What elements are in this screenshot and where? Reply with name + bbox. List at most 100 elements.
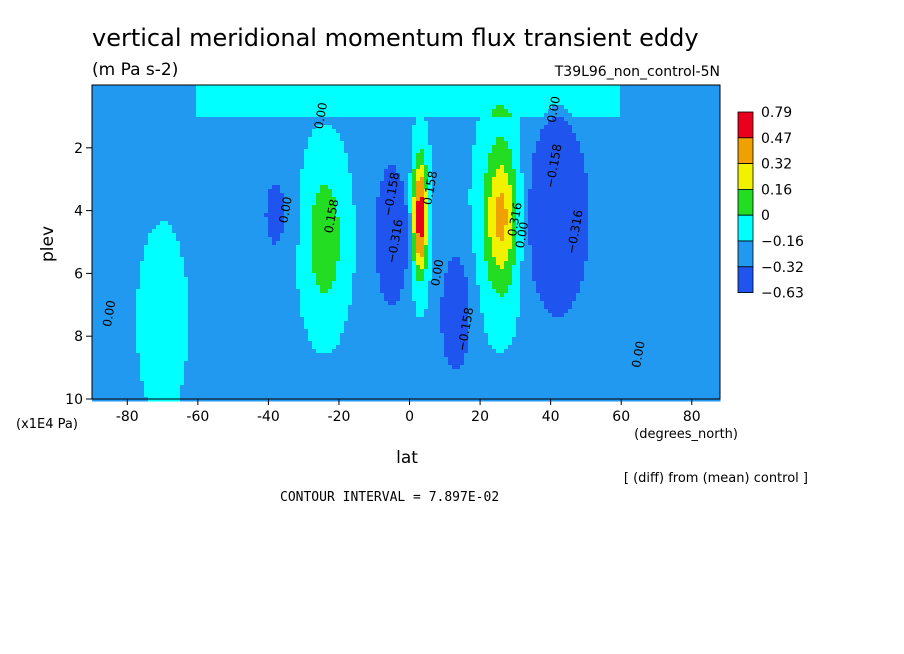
field-cell: [692, 157, 697, 162]
field-cell: [412, 125, 417, 130]
field-cell: [604, 193, 609, 198]
field-cell: [128, 161, 133, 166]
field-cell: [428, 157, 433, 162]
field-cell: [588, 117, 593, 122]
field-cell: [120, 133, 125, 138]
field-cell: [596, 197, 601, 202]
field-cell: [540, 129, 545, 134]
field-cell: [516, 149, 521, 154]
field-cell: [560, 121, 565, 126]
field-cell: [712, 153, 717, 158]
field-cell: [424, 205, 429, 210]
field-cell: [652, 153, 657, 158]
field-cell: [520, 85, 525, 90]
field-cell: [120, 89, 125, 94]
field-cell: [448, 133, 453, 138]
field-cell: [580, 177, 585, 182]
field-cell: [144, 121, 149, 126]
field-cell: [556, 133, 561, 138]
field-cell: [552, 153, 557, 158]
field-cell: [608, 153, 613, 158]
field-cell: [524, 153, 529, 158]
field-cell: [284, 157, 289, 162]
field-cell: [392, 209, 397, 214]
field-cell: [452, 117, 457, 122]
field-cell: [100, 85, 105, 90]
field-cell: [548, 173, 553, 178]
field-cell: [380, 93, 385, 98]
field-cell: [556, 153, 561, 158]
field-cell: [108, 173, 113, 178]
field-cell: [700, 89, 705, 94]
field-cell: [252, 177, 257, 182]
field-cell: [316, 165, 321, 170]
field-cell: [448, 177, 453, 182]
field-cell: [140, 177, 145, 182]
field-cell: [100, 189, 105, 194]
field-cell: [660, 177, 665, 182]
field-cell: [252, 201, 257, 206]
field-cell: [196, 145, 201, 150]
field-cell: [672, 161, 677, 166]
field-cell: [712, 121, 717, 126]
field-cell: [332, 109, 337, 114]
field-cell: [364, 149, 369, 154]
field-cell: [624, 109, 629, 114]
field-cell: [652, 137, 657, 142]
field-cell: [696, 169, 701, 174]
field-cell: [472, 101, 477, 106]
field-cell: [260, 201, 265, 206]
field-cell: [388, 193, 393, 198]
field-cell: [112, 85, 117, 90]
field-cell: [568, 129, 573, 134]
field-cell: [668, 157, 673, 162]
field-cell: [332, 173, 337, 178]
field-cell: [148, 125, 153, 130]
field-cell: [100, 193, 105, 198]
field-cell: [648, 101, 653, 106]
field-cell: [224, 117, 229, 122]
field-cell: [132, 129, 137, 134]
field-cell: [600, 153, 605, 158]
field-cell: [96, 145, 101, 150]
field-cell: [424, 97, 429, 102]
field-cell: [336, 181, 341, 186]
field-cell: [472, 177, 477, 182]
field-cell: [628, 185, 633, 190]
field-cell: [592, 181, 597, 186]
field-cell: [664, 205, 669, 210]
field-cell: [468, 153, 473, 158]
field-cell: [512, 173, 517, 178]
field-cell: [504, 149, 509, 154]
field-cell: [404, 189, 409, 194]
field-cell: [312, 165, 317, 170]
field-cell: [480, 101, 485, 106]
field-cell: [640, 129, 645, 134]
field-cell: [304, 101, 309, 106]
field-cell: [484, 101, 489, 106]
field-cell: [236, 93, 241, 98]
field-cell: [584, 121, 589, 126]
field-cell: [444, 97, 449, 102]
field-cell: [704, 97, 709, 102]
field-cell: [180, 141, 185, 146]
field-cell: [624, 185, 629, 190]
plot-area: [92, 85, 721, 402]
field-cell: [164, 101, 169, 106]
field-cell: [644, 189, 649, 194]
field-cell: [404, 197, 409, 202]
field-cell: [108, 141, 113, 146]
field-cell: [204, 173, 209, 178]
field-cell: [676, 161, 681, 166]
field-cell: [272, 113, 277, 118]
field-cell: [376, 169, 381, 174]
field-cell: [156, 181, 161, 186]
field-cell: [688, 141, 693, 146]
field-cell: [512, 165, 517, 170]
field-cell: [156, 197, 161, 202]
field-cell: [408, 181, 413, 186]
field-cell: [548, 161, 553, 166]
field-cell: [576, 165, 581, 170]
field-cell: [672, 129, 677, 134]
field-cell: [660, 105, 665, 110]
